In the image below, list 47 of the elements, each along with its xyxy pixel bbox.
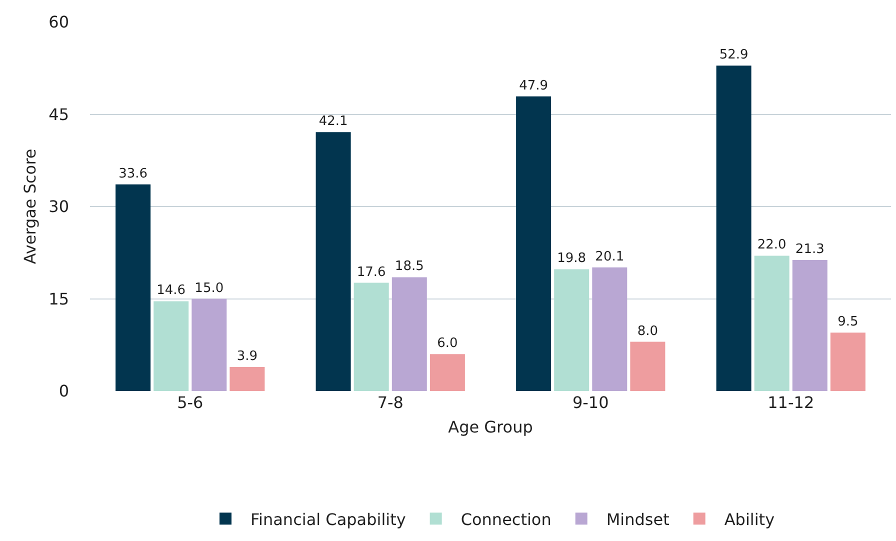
data-label: 3.9 [236, 349, 258, 364]
data-label: 18.5 [394, 259, 424, 274]
x-tick-label: 9-10 [572, 393, 609, 412]
data-label: 15.0 [194, 280, 224, 296]
bar [516, 96, 552, 391]
x-tick-label: 7-8 [377, 393, 404, 412]
data-label: 22.0 [757, 238, 786, 253]
bar [830, 332, 866, 391]
bar [154, 301, 189, 391]
data-label: 17.6 [356, 264, 386, 280]
bar [630, 342, 666, 391]
bar [316, 132, 351, 391]
legend-label: Connection [460, 510, 552, 529]
data-label: 19.8 [557, 251, 586, 266]
legend-label: Mindset [606, 510, 670, 529]
data-label: 8.0 [637, 324, 658, 339]
y-tick-label: 60 [48, 12, 69, 32]
y-tick-label: 0 [58, 382, 69, 401]
legend-label: Ability [724, 510, 775, 529]
data-label: 42.1 [318, 114, 348, 130]
data-label: 47.9 [519, 78, 548, 94]
bar [354, 282, 389, 391]
bar [754, 256, 790, 391]
bar [192, 298, 227, 391]
bar [554, 269, 590, 391]
data-label: 20.1 [595, 249, 624, 264]
legend-label: Financial Capability [250, 510, 406, 529]
bar [430, 354, 465, 391]
y-tick-label: 30 [48, 197, 69, 216]
bar [116, 184, 151, 391]
bar [592, 267, 628, 391]
y-tick-label: 15 [48, 289, 69, 308]
data-label: 52.9 [719, 48, 748, 63]
x-tick-label: 5-6 [177, 393, 204, 412]
y-axis-title: Avergae Score [20, 148, 40, 264]
data-label: 21.3 [795, 242, 824, 258]
data-label: 9.5 [838, 314, 858, 330]
data-label: 14.6 [156, 283, 186, 298]
bar [716, 66, 752, 391]
data-label: 33.6 [118, 166, 148, 182]
bar [792, 260, 828, 391]
bar [392, 277, 427, 391]
x-axis-title: Age Group [448, 418, 533, 437]
y-tick-label: 45 [48, 104, 69, 124]
bar [230, 367, 265, 391]
x-tick-label: 11-12 [768, 393, 814, 412]
data-label: 6.0 [437, 336, 458, 352]
